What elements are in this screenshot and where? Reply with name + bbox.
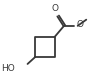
Text: HO: HO bbox=[1, 64, 15, 73]
Text: O: O bbox=[51, 4, 58, 13]
Text: O: O bbox=[76, 20, 83, 29]
